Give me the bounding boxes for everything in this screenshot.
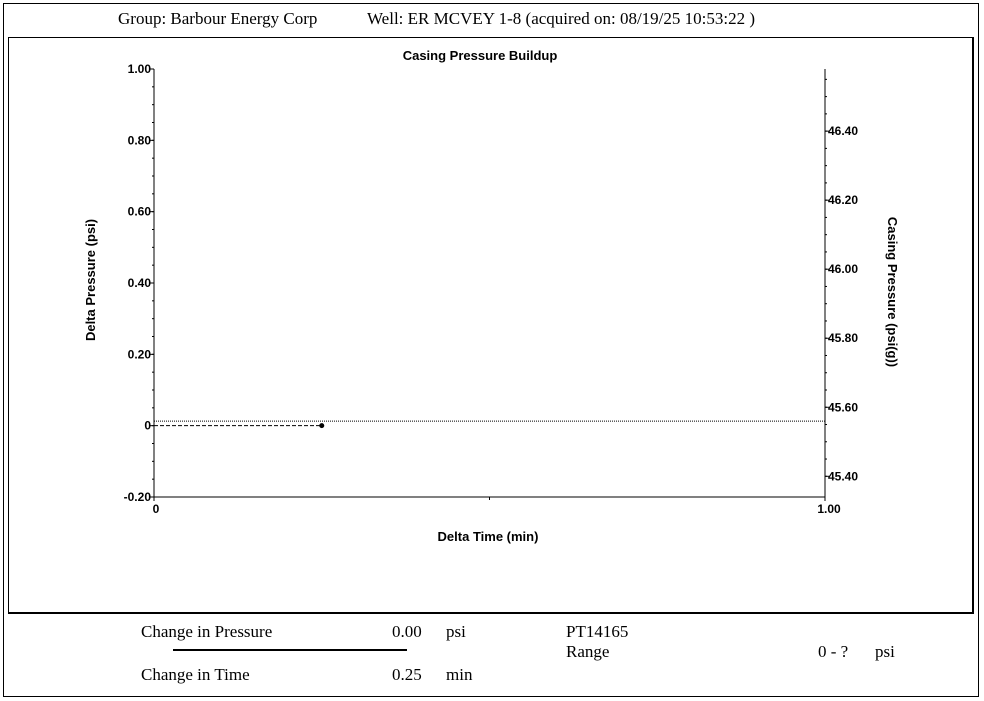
y2-tick-label: 45.40 (828, 469, 858, 483)
data-point-marker (319, 423, 325, 429)
range-unit: psi (875, 642, 895, 661)
x-tick-label: 1.00 (817, 502, 841, 516)
y-tick-label: 0.20 (128, 347, 152, 361)
y2-tick-label: 45.60 (828, 400, 858, 414)
change-pressure-label: Change in Pressure (141, 622, 273, 641)
y-tick-label: 0.40 (128, 276, 152, 290)
y2-tick-label: 45.80 (828, 331, 858, 345)
gauge-id: PT14165 (566, 622, 629, 641)
chart-frame (8, 37, 974, 614)
divider-line (173, 649, 407, 651)
y-tick-label: 0.60 (128, 205, 152, 219)
change-time-label: Change in Time (141, 665, 250, 684)
series-group (154, 420, 825, 429)
range-label: Range (566, 642, 610, 661)
change-time-value: 0.25 (392, 665, 422, 684)
y-tick-label: 0 (144, 419, 151, 433)
y-tick-label: -0.20 (124, 490, 152, 504)
chart-title: Casing Pressure Buildup (403, 48, 558, 63)
report-frame (3, 3, 979, 697)
change-pressure-value: 0.00 (392, 622, 422, 641)
y-axis-label: Delta Pressure (psi) (83, 219, 98, 341)
well-label: Well: ER MCVEY 1-8 (acquired on: 08/19/2… (367, 9, 756, 28)
tick-marks (150, 68, 829, 501)
y-tick-label: 1.00 (128, 62, 152, 76)
y2-tick-label: 46.20 (828, 193, 858, 207)
y2-tick-label: 46.40 (828, 124, 858, 138)
group-label: Group: Barbour Energy Corp (118, 9, 318, 28)
y2-tick-label: 46.00 (828, 262, 858, 276)
x-axis-label: Delta Time (min) (438, 529, 539, 544)
x-tick-label: 0 (153, 502, 160, 516)
range-value: 0 - ? (818, 642, 849, 661)
y2-axis-label: Casing Pressure (psi(g)) (885, 217, 900, 367)
change-pressure-unit: psi (446, 622, 466, 641)
change-time-unit: min (446, 665, 473, 684)
y-tick-label: 0.80 (128, 133, 152, 147)
tick-labels: 1.000.800.600.400.200-0.2046.4046.2046.0… (124, 62, 859, 516)
